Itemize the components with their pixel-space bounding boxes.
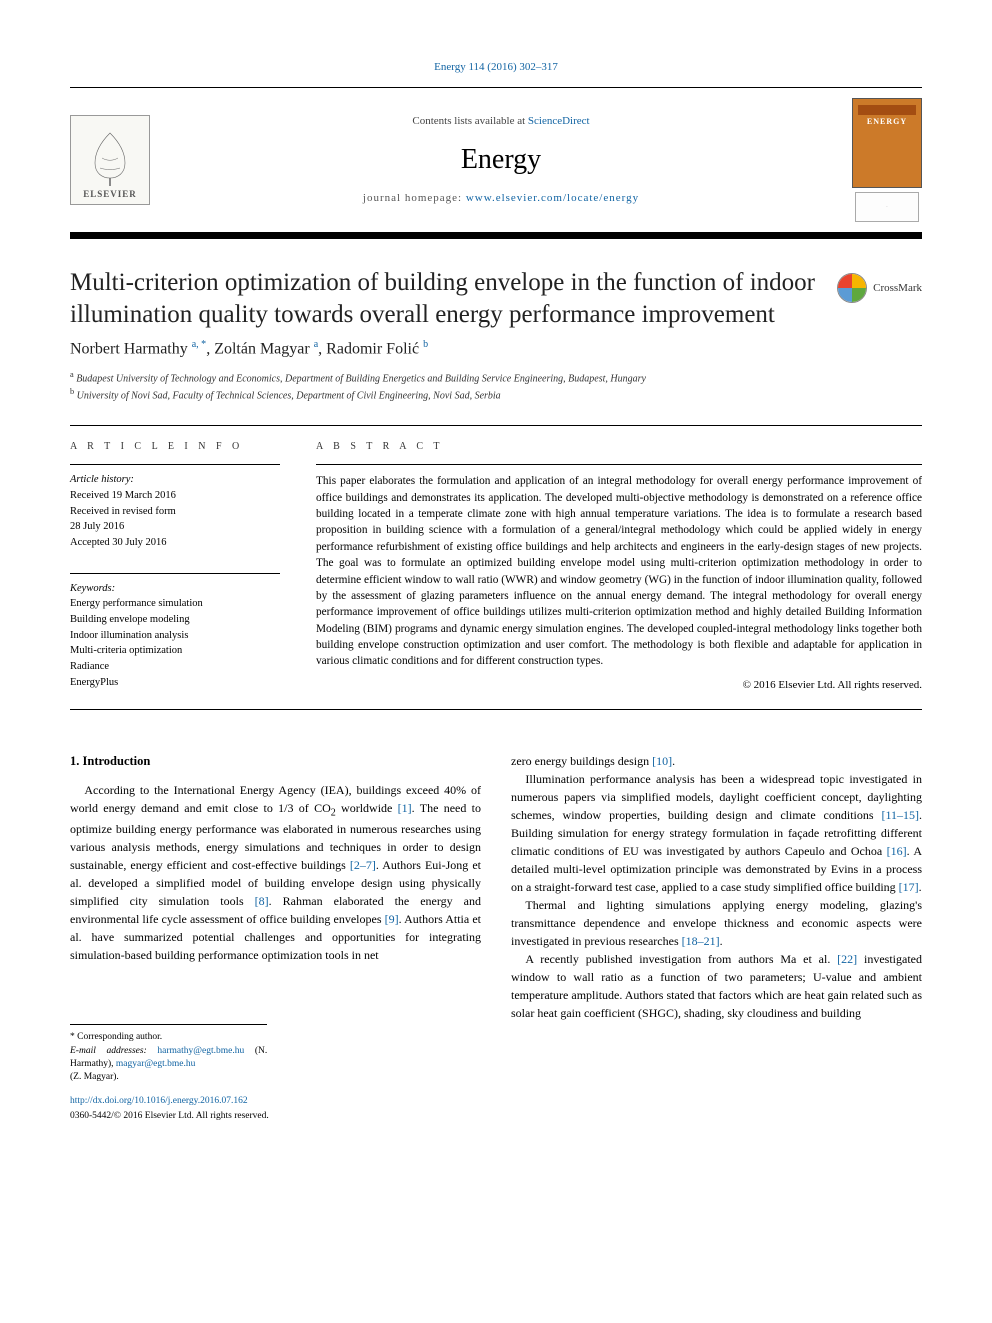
elsevier-tree-icon [80, 128, 140, 188]
keywords-label: Keywords: [70, 582, 280, 597]
ref-link-9[interactable]: [9] [385, 912, 399, 926]
elsevier-logo[interactable]: ELSEVIER [70, 115, 150, 205]
homepage-link[interactable]: www.elsevier.com/locate/energy [466, 192, 639, 204]
intro-p4: Thermal and lighting simulations applyin… [511, 896, 922, 950]
elsevier-text: ELSEVIER [83, 188, 137, 201]
abstract-heading: A B S T R A C T [316, 440, 922, 454]
scopus-badge: · [855, 192, 919, 222]
intro-p1: According to the International Energy Ag… [70, 781, 481, 964]
section-heading-intro: 1. Introduction [70, 752, 481, 771]
footnotes: * Corresponding author. E-mail addresses… [70, 1024, 267, 1084]
ref-link-16[interactable]: [16] [887, 844, 907, 858]
abstract-copyright: © 2016 Elsevier Ltd. All rights reserved… [316, 678, 922, 693]
received-date: Received 19 March 2016 [70, 489, 280, 504]
keyword-item: EnergyPlus [70, 676, 280, 691]
email-1[interactable]: harmathy@egt.bme.hu [157, 1046, 244, 1056]
citation-link[interactable]: Energy 114 (2016) 302–317 [70, 60, 922, 75]
ref-link-22[interactable]: [22] [837, 952, 857, 966]
email-addresses-label: E-mail addresses: [70, 1046, 157, 1056]
abstract-text: This paper elaborates the formulation an… [316, 473, 922, 670]
crossmark-label: CrossMark [873, 281, 922, 296]
ref-link-18-21[interactable]: [18–21] [682, 934, 720, 948]
history-label: Article history: [70, 473, 280, 488]
body-columns: 1. Introduction According to the Interna… [70, 752, 922, 1123]
affiliation-b: University of Novi Sad, Faculty of Techn… [77, 390, 501, 401]
keyword-item: Multi-criteria optimization [70, 644, 280, 659]
article-info-heading: A R T I C L E I N F O [70, 440, 280, 454]
affiliation-a: Budapest University of Technology and Ec… [76, 373, 646, 384]
ref-link-17[interactable]: [17] [899, 880, 919, 894]
doi-block: http://dx.doi.org/10.1016/j.energy.2016.… [70, 1094, 481, 1123]
article-title: Multi-criterion optimization of building… [70, 267, 821, 330]
accepted-date: Accepted 30 July 2016 [70, 536, 280, 551]
sciencedirect-link[interactable]: ScienceDirect [528, 115, 590, 127]
keyword-item: Energy performance simulation [70, 597, 280, 612]
keyword-item: Indoor illumination analysis [70, 629, 280, 644]
cover-title: ENERGY [867, 116, 907, 127]
affiliations: a Budapest University of Technology and … [70, 369, 922, 404]
keyword-item: Building envelope modeling [70, 613, 280, 628]
authors-line: Norbert Harmathy a, *, Zoltán Magyar a, … [70, 338, 922, 361]
contents-prefix: Contents lists available at [412, 115, 527, 127]
issn-copyright: 0360-5442/© 2016 Elsevier Ltd. All right… [70, 1109, 481, 1123]
email-2[interactable]: magyar@egt.bme.hu [116, 1059, 195, 1069]
journal-title: Energy [150, 140, 852, 179]
corresponding-author: * Corresponding author. [70, 1031, 267, 1044]
contents-available-line: Contents lists available at ScienceDirec… [150, 114, 852, 129]
ref-link-1[interactable]: [1] [398, 801, 412, 815]
revised-label: Received in revised form [70, 505, 280, 520]
journal-header: ELSEVIER Contents lists available at Sci… [70, 87, 922, 239]
keyword-item: Radiance [70, 660, 280, 675]
ref-link-2-7[interactable]: [2–7] [350, 858, 376, 872]
journal-cover-thumbnail[interactable]: ENERGY [852, 98, 922, 188]
intro-p5: A recently published investigation from … [511, 950, 922, 1022]
journal-homepage-line: journal homepage: www.elsevier.com/locat… [150, 191, 852, 206]
revised-date: 28 July 2016 [70, 520, 280, 535]
cover-bar [858, 105, 916, 115]
ref-link-11-15[interactable]: [11–15] [881, 808, 919, 822]
crossmark-icon [837, 273, 867, 303]
ref-link-10[interactable]: [10] [652, 754, 672, 768]
email-2-name: (Z. Magyar). [70, 1072, 119, 1082]
intro-p2: zero energy buildings design [10]. [511, 752, 922, 770]
homepage-prefix: journal homepage: [363, 192, 466, 204]
intro-p3: Illumination performance analysis has be… [511, 770, 922, 896]
doi-link[interactable]: http://dx.doi.org/10.1016/j.energy.2016.… [70, 1094, 481, 1108]
crossmark-button[interactable]: CrossMark [837, 273, 922, 303]
ref-link-8[interactable]: [8] [255, 894, 269, 908]
